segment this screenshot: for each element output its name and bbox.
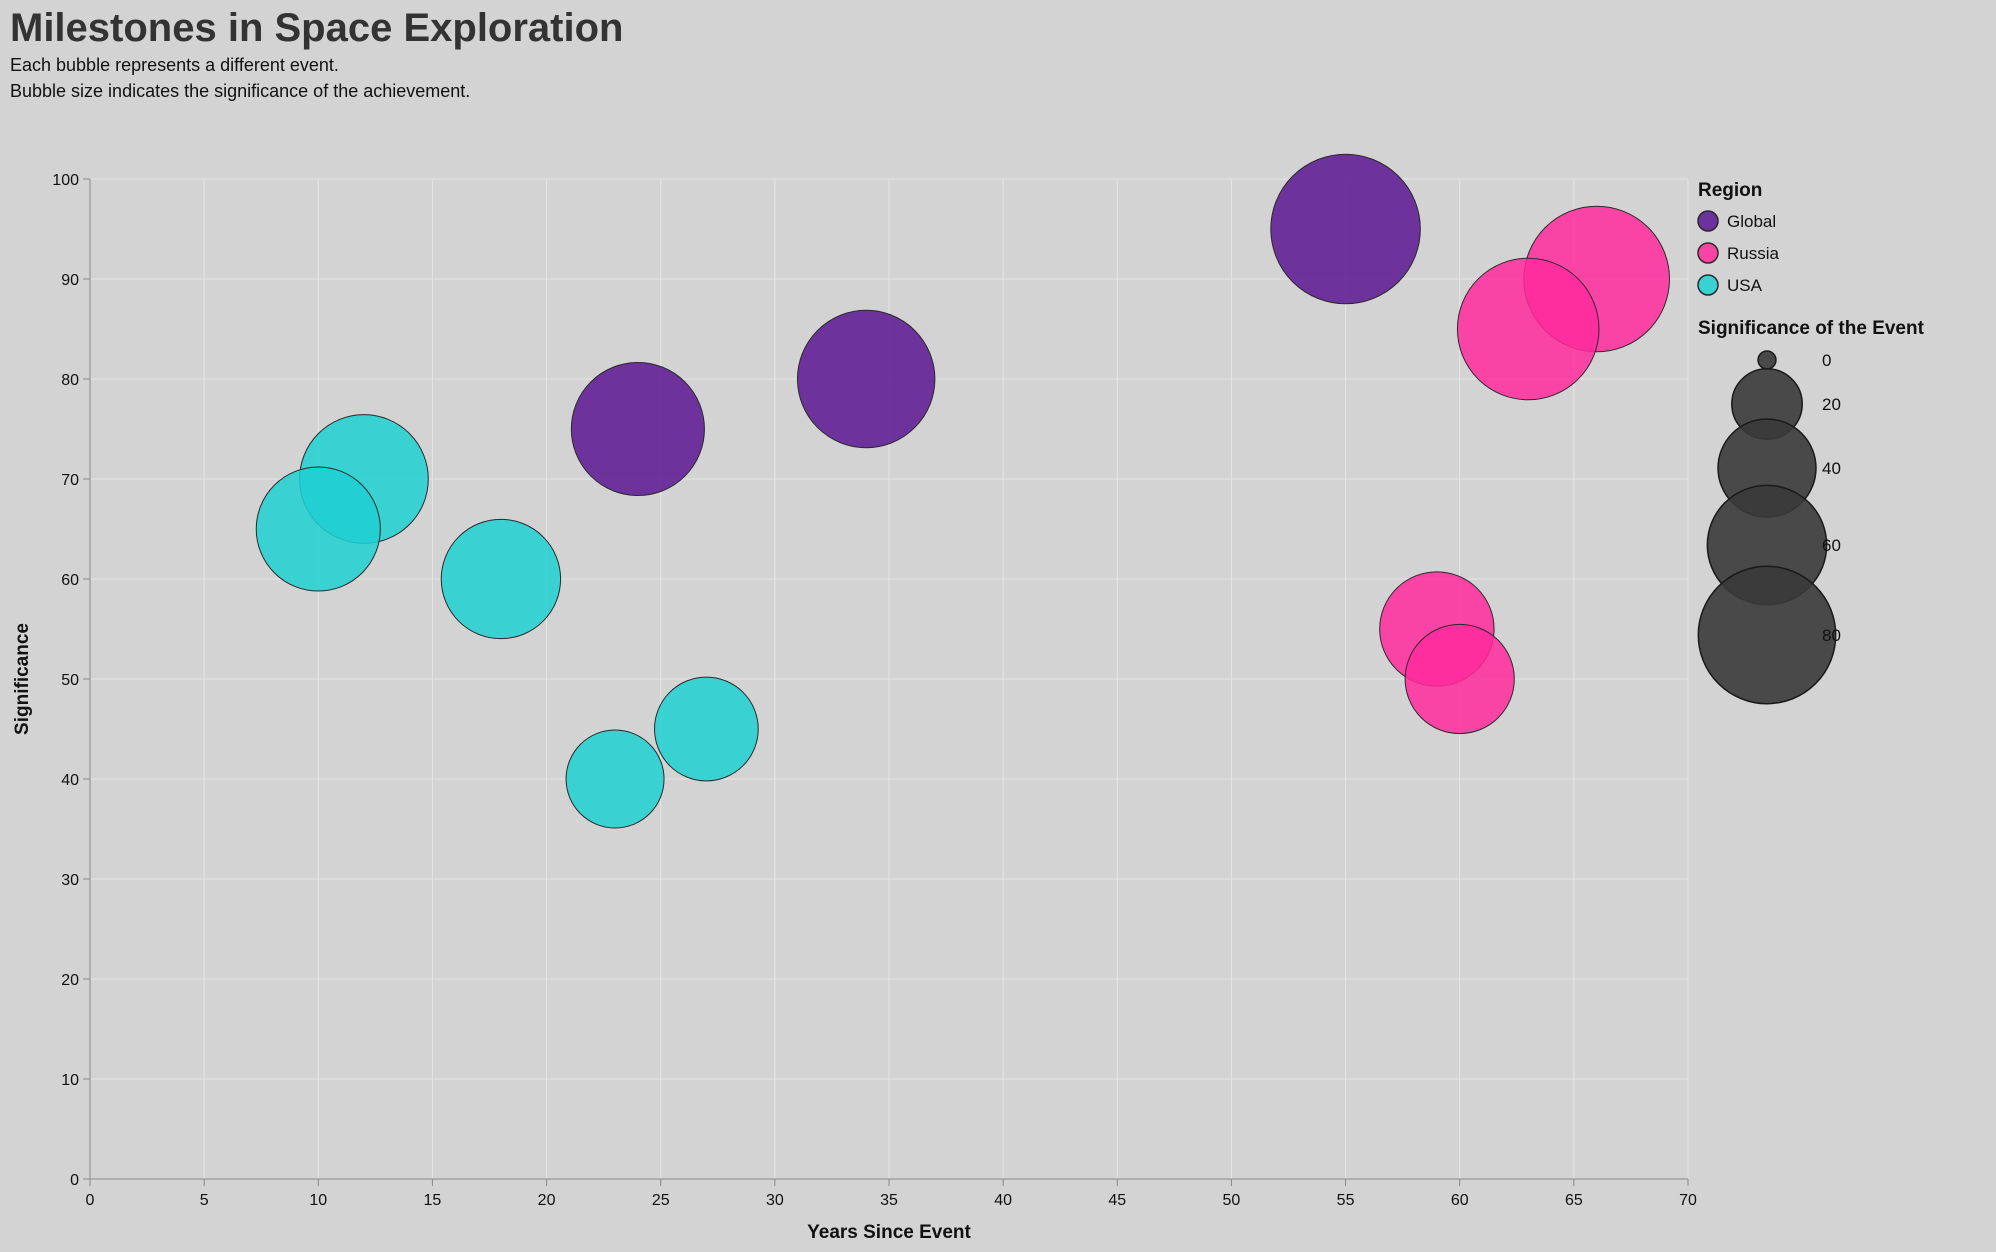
size-legend-bubble	[1697, 565, 1837, 705]
bubble-global	[570, 361, 705, 497]
legend-swatch-usa	[1697, 274, 1719, 296]
y-axis-title: Significance	[12, 623, 33, 735]
chart-title: Milestones in Space Exploration	[10, 6, 623, 50]
legend-label-usa: USA	[1727, 276, 1763, 295]
bubble-usa	[255, 466, 381, 592]
y-tick-label: 30	[61, 872, 79, 889]
bubble-usa	[565, 729, 665, 829]
chart-subtitle-line-1: Each bubble represents a different event…	[10, 55, 339, 75]
axes: 0 5 10 15 20 25 30 35 40 45 50 55 60 65 70 0 10 20 30 40 50 6…	[52, 172, 1697, 1209]
legend-label-global: Global	[1727, 212, 1776, 231]
bubble-global	[1270, 153, 1421, 305]
x-tick-label: 35	[880, 1192, 898, 1209]
data-points	[255, 153, 1670, 829]
legend: Region Global Russia USA Significance of t…	[1697, 180, 1925, 705]
bubble-usa	[440, 518, 562, 640]
x-tick-label: 30	[766, 1192, 784, 1209]
x-tick-label: 65	[1565, 1192, 1583, 1209]
y-tick-label: 90	[61, 272, 79, 289]
y-tick-label: 40	[61, 772, 79, 789]
legend-swatch-russia	[1697, 242, 1719, 264]
size-legend-label: 40	[1822, 459, 1841, 478]
bubble-usa	[654, 676, 759, 782]
x-tick-label: 55	[1337, 1192, 1355, 1209]
y-tick-label: 20	[61, 972, 79, 989]
x-tick-label: 45	[1108, 1192, 1126, 1209]
legend-label-russia: Russia	[1727, 244, 1780, 263]
bubble-global	[796, 309, 936, 449]
size-legend-label: 20	[1822, 395, 1841, 414]
x-tick-label: 15	[424, 1192, 442, 1209]
legend-swatch-global	[1697, 210, 1719, 232]
y-tick-label: 70	[61, 472, 79, 489]
x-tick-label: 40	[994, 1192, 1012, 1209]
size-legend-label: 0	[1822, 351, 1831, 370]
size-legend-bubble	[1757, 350, 1777, 370]
y-tick-label: 60	[61, 572, 79, 589]
bubble-russia	[1404, 623, 1515, 735]
color-legend-title: Region	[1698, 180, 1762, 201]
y-tick-label: 0	[70, 1172, 79, 1189]
bubble-russia	[1456, 257, 1600, 401]
x-tick-label: 20	[538, 1192, 556, 1209]
x-tick-label: 25	[652, 1192, 670, 1209]
y-tick-label: 50	[61, 672, 79, 689]
x-tick-label: 70	[1679, 1192, 1697, 1209]
size-legend-label: 60	[1822, 536, 1841, 555]
x-axis-title: Years Since Event	[807, 1222, 971, 1243]
x-tick-label: 0	[86, 1192, 95, 1209]
chart-subtitle-line-2: Bubble size indicates the significance o…	[10, 81, 470, 101]
x-tick-label: 5	[200, 1192, 209, 1209]
y-tick-label: 100	[52, 172, 79, 189]
size-legend-title: Significance of the Event	[1698, 318, 1925, 339]
y-tick-label: 10	[61, 1072, 79, 1089]
x-tick-label: 60	[1451, 1192, 1469, 1209]
y-tick-label: 80	[61, 372, 79, 389]
size-legend-label: 80	[1822, 626, 1841, 645]
x-tick-label: 10	[309, 1192, 327, 1209]
x-tick-label: 50	[1223, 1192, 1241, 1209]
